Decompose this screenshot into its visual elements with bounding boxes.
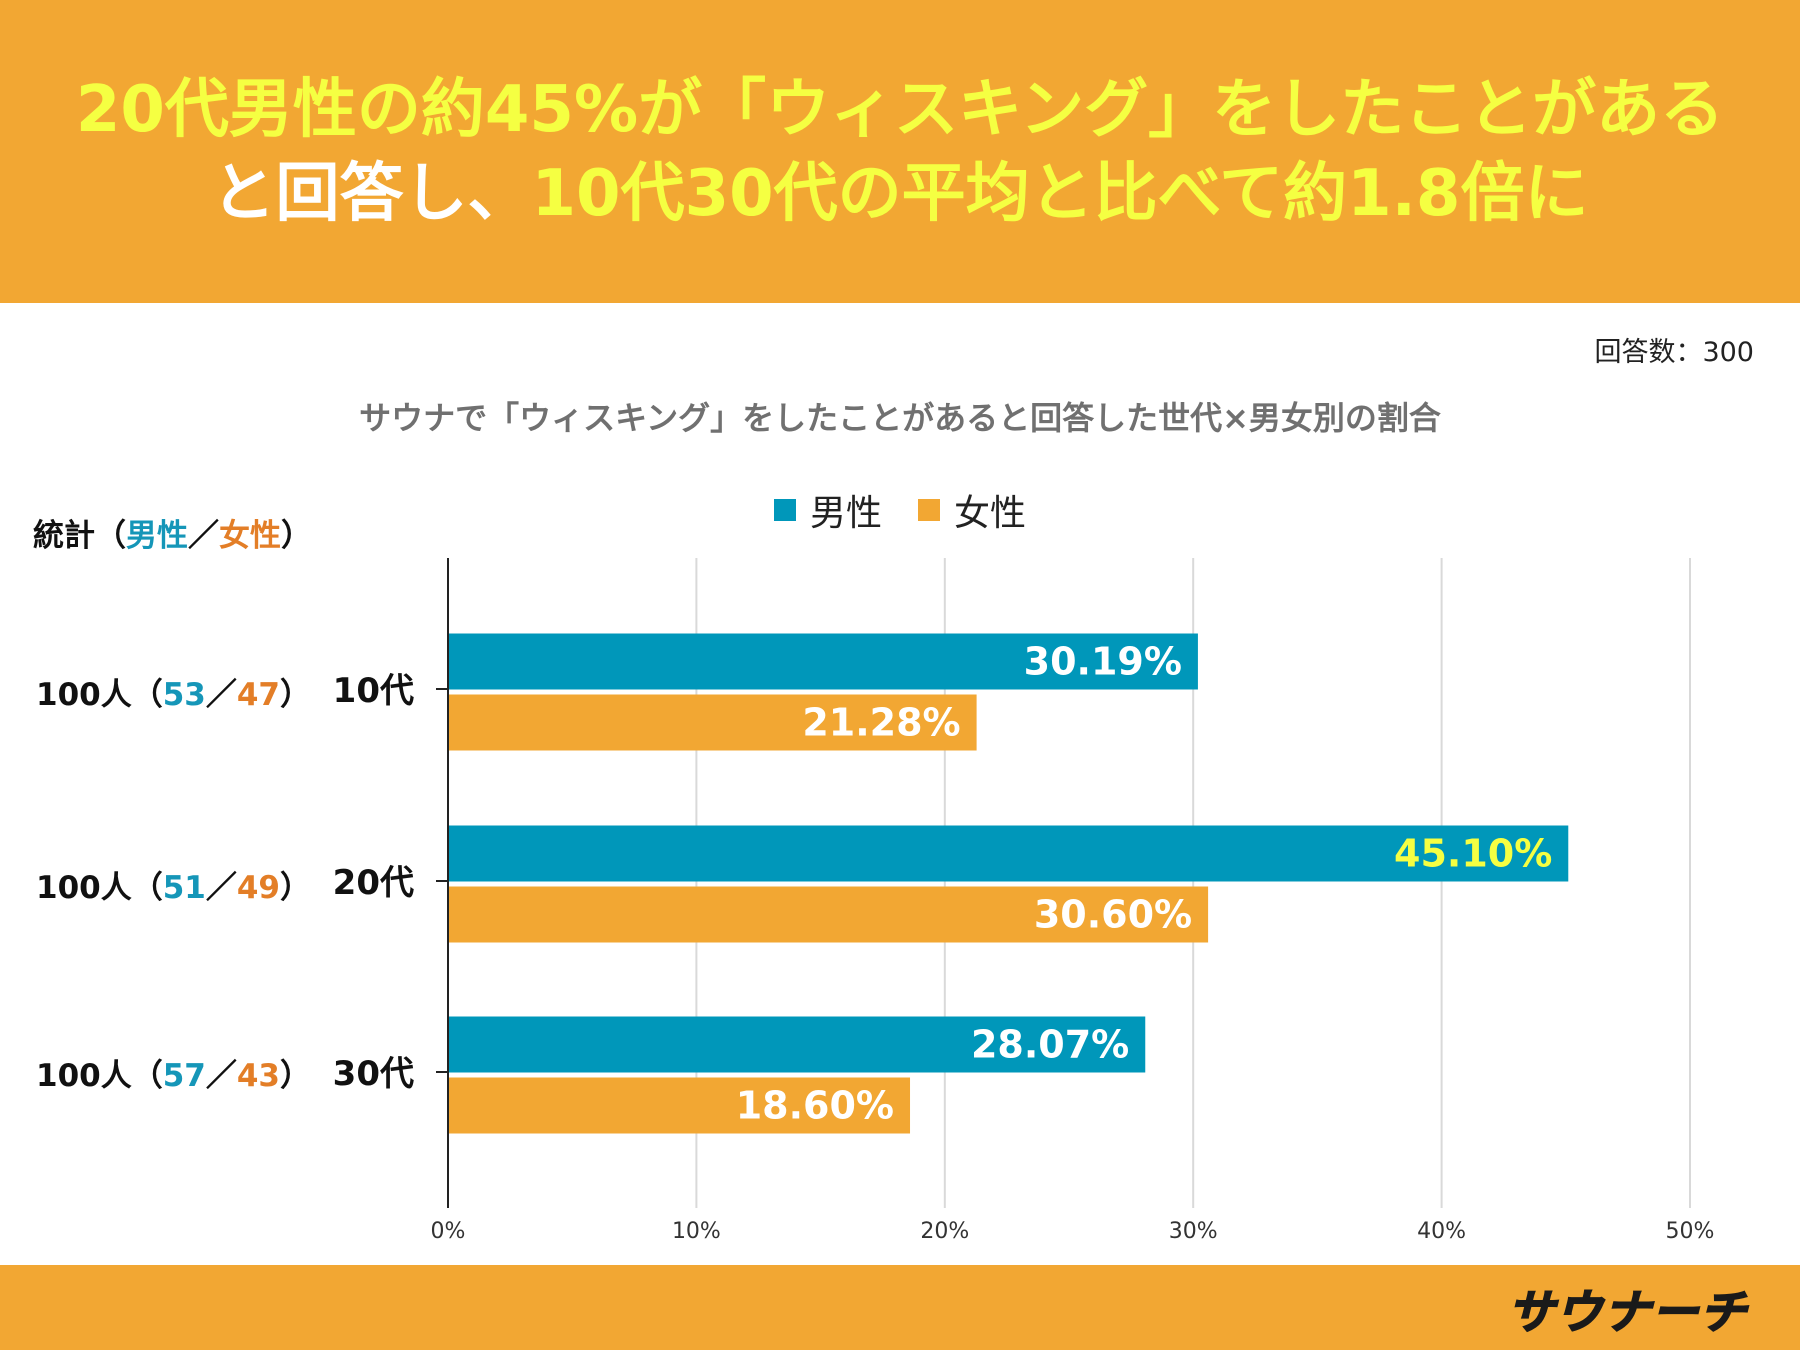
bar-female [448, 694, 977, 751]
legend-label-female: 女性 [954, 493, 1027, 534]
stats-row-female: 43 [236, 1058, 280, 1094]
x-tick-label: 20% [920, 1219, 969, 1244]
headline-line-1-text: 20代男性の約45%が「ウィスキング」をしたことがある [75, 72, 1725, 147]
stats-row-suffix: ） [280, 677, 311, 713]
bar-value-label: 21.28% [802, 701, 960, 745]
bar-female [448, 1077, 911, 1134]
stats-header: 統計（男性／女性） [33, 510, 312, 555]
stats-row-female: 49 [236, 870, 280, 906]
stats-row-10s: 100人（53／47） [36, 669, 311, 714]
legend-item-female: 女性 [918, 484, 1026, 536]
legend-swatch-male [773, 499, 796, 521]
footer-band [0, 1265, 1800, 1350]
legend-label-male: 男性 [809, 493, 882, 534]
stats-row-suffix: ） [280, 1058, 311, 1094]
bar-chart: 0% 10% 20% 30% 40% 50% 30.19% 21.28% 10代 45.10% 30… [333, 558, 1715, 1244]
stats-header-male: 男性 [126, 518, 188, 554]
bar-male [448, 633, 1198, 690]
x-tick-label: 10% [672, 1219, 721, 1244]
x-tick-label: 30% [1169, 1219, 1218, 1244]
category-label: 20代 [333, 863, 414, 903]
chart-legend: 男性 女性 [0, 484, 1800, 536]
bar-male [448, 825, 1569, 882]
stats-row-prefix: 100人（ [36, 677, 163, 713]
headline-line-2-yellow: 10代30代の平均と比べて約1.8倍に [531, 156, 1589, 231]
x-tick-label: 50% [1666, 1219, 1715, 1244]
legend-item-male: 男性 [773, 484, 882, 536]
stats-header-close: ） [281, 518, 312, 554]
stats-row-20s: 100人（51／49） [36, 862, 311, 907]
chart-title: サウナで「ウィスキング」をしたことがあると回答した世代×男女別の割合 [359, 399, 1441, 437]
bar-value-label: 18.60% [736, 1084, 894, 1128]
stats-row-30s: 100人（57／43） [36, 1050, 311, 1095]
x-tick-label: 0% [431, 1219, 466, 1244]
headline-line-2: と回答し、10代30代の平均と比べて約1.8倍に [212, 152, 1589, 236]
stats-row-male: 57 [162, 1058, 206, 1094]
headline-line-1: 20代男性の約45%が「ウィスキング」をしたことがある [76, 68, 1724, 152]
stats-header-label: 統計（ [33, 518, 126, 554]
stats-row-prefix: 100人（ [36, 870, 163, 906]
brand-logo: サウナーチ [1507, 1279, 1748, 1340]
stats-row-male: 51 [162, 870, 206, 906]
bar-female [448, 886, 1209, 943]
bar-value-label: 28.07% [971, 1023, 1129, 1067]
bar-value-label: 30.19% [1024, 640, 1182, 684]
stats-row-prefix: 100人（ [36, 1058, 163, 1094]
stats-row-suffix: ） [280, 870, 311, 906]
category-label: 30代 [333, 1054, 414, 1094]
respondent-count: 回答数：300 [1594, 337, 1754, 368]
stats-header-female: 女性 [219, 518, 281, 554]
stats-row-male: 53 [162, 677, 206, 713]
bar-male [448, 1016, 1146, 1073]
bar-value-label: 30.60% [1034, 893, 1192, 937]
stats-row-sep: ／ [205, 677, 237, 713]
stats-header-sep: ／ [188, 518, 219, 554]
header-banner: 20代男性の約45%が「ウィスキング」をしたことがある と回答し、10代30代の… [0, 0, 1800, 303]
bar-value-label: 45.10% [1394, 832, 1552, 876]
x-tick-label: 40% [1417, 1219, 1466, 1244]
legend-swatch-female [918, 499, 940, 521]
logo-text: サウナーチ [1507, 1284, 1748, 1340]
headline-line-2-white: と回答し、 [211, 156, 532, 231]
stats-row-sep: ／ [205, 870, 237, 906]
stats-row-sep: ／ [205, 1058, 237, 1094]
stats-row-female: 47 [236, 677, 280, 713]
category-label: 10代 [333, 671, 414, 711]
